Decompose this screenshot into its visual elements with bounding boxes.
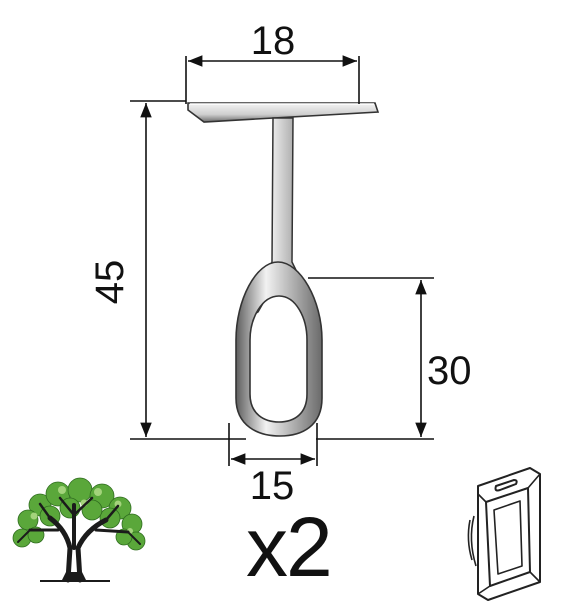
loop-height-label: 30	[427, 349, 472, 393]
dimension-top-width: 18	[185, 19, 360, 104]
total-height-label: 45	[88, 260, 132, 305]
tree-icon	[12, 477, 146, 583]
dimension-total-height: 45	[88, 100, 246, 440]
loop-width-label: 15	[250, 464, 295, 508]
quantity-label: x2	[246, 500, 333, 594]
dimension-loop-height: 30	[308, 277, 472, 440]
top-width-label: 18	[251, 19, 296, 63]
mounting-plate	[187, 102, 380, 123]
blister-pack-icon	[467, 467, 541, 601]
oval-loop	[235, 261, 323, 437]
dimension-loop-width: 15	[228, 423, 318, 508]
rod-support-bracket	[187, 102, 380, 437]
